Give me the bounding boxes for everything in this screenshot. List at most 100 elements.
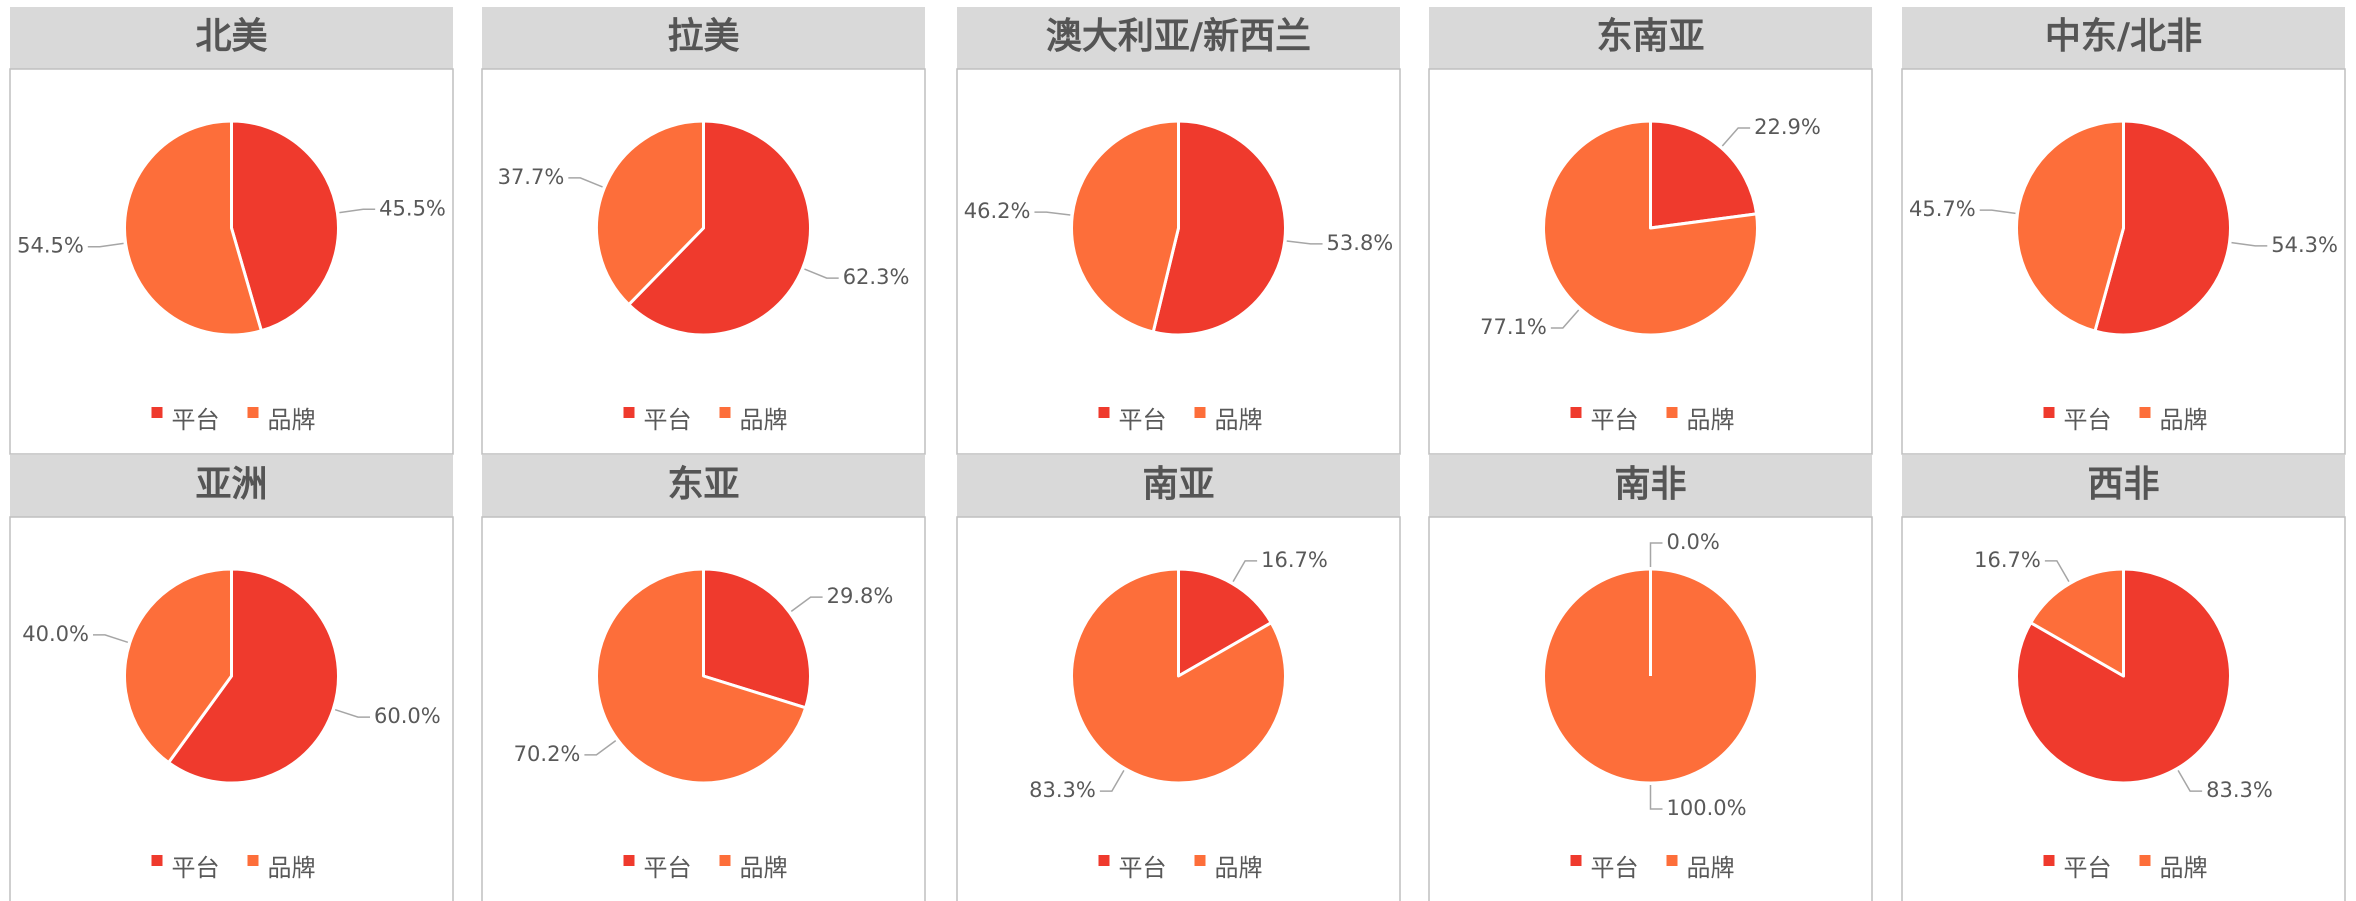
legend-label: 平台	[644, 854, 692, 882]
data-label: 45.5%	[379, 196, 446, 220]
panel-header	[482, 455, 925, 517]
legend-label: 品牌	[740, 854, 788, 882]
data-label: 45.7%	[1909, 197, 1976, 221]
leader-line	[1979, 209, 2016, 215]
pie-slice	[627, 119, 812, 337]
pie-slice	[123, 119, 263, 337]
legend-label: 平台	[172, 854, 220, 882]
leader-line	[1232, 560, 1258, 583]
pie-slice	[702, 567, 812, 710]
panel-header	[1429, 7, 1872, 69]
legend-label: 平台	[644, 406, 692, 434]
legend-swatch	[1666, 855, 1678, 866]
data-label: 54.3%	[2271, 233, 2338, 257]
data-label: 0.0%	[1667, 530, 1720, 554]
panel-title: 北美	[195, 16, 267, 57]
panel-header	[1902, 455, 2345, 517]
leader-line	[1286, 240, 1323, 245]
panel-title: 澳大利亚/新西兰	[1046, 16, 1311, 57]
legend-swatch	[1666, 407, 1678, 418]
legend-label: 平台	[1591, 854, 1639, 882]
legend-label: 品牌	[740, 406, 788, 434]
data-label: 16.7%	[1261, 548, 1328, 572]
leader-line	[568, 177, 603, 188]
data-label: 60.0%	[374, 704, 441, 728]
data-label: 37.7%	[498, 165, 565, 189]
legend-swatch	[247, 407, 259, 418]
pie-slice	[1542, 119, 1759, 337]
legend-swatch	[2139, 407, 2151, 418]
data-label: 100.0%	[1667, 796, 1747, 820]
leader-line	[804, 268, 839, 279]
pie-slice	[1649, 119, 1759, 230]
pie-slice	[123, 567, 233, 765]
legend-swatch	[1570, 407, 1582, 418]
panel-title: 亚洲	[195, 464, 267, 505]
legend-label: 品牌	[268, 854, 316, 882]
legend-label: 平台	[1119, 854, 1167, 882]
legend-swatch	[1098, 855, 1110, 866]
legend-label: 平台	[2064, 854, 2112, 882]
leader-line	[1099, 769, 1125, 792]
legend-swatch	[2043, 407, 2055, 418]
leader-line	[2231, 241, 2268, 247]
leader-line	[790, 596, 823, 612]
panel-header	[1429, 455, 1872, 517]
legend-swatch	[151, 407, 163, 418]
legend-label: 品牌	[1687, 854, 1735, 882]
data-label: 29.8%	[827, 584, 894, 608]
legend-swatch	[1194, 407, 1206, 418]
panel-title: 东亚	[667, 464, 739, 505]
pie-slice	[2093, 119, 2232, 337]
legend-label: 品牌	[2160, 854, 2208, 882]
leader-line	[1034, 211, 1071, 216]
leader-line	[1550, 309, 1580, 329]
leader-line	[339, 208, 376, 214]
data-label: 46.2%	[964, 199, 1031, 223]
panel-header	[1902, 7, 2345, 69]
leader-line	[2044, 560, 2070, 583]
legend-swatch	[151, 855, 163, 866]
legend-swatch	[2139, 855, 2151, 866]
legend-label: 品牌	[1215, 406, 1263, 434]
data-label: 62.3%	[843, 265, 910, 289]
data-label: 83.3%	[2206, 778, 2273, 802]
legend-label: 平台	[2064, 406, 2112, 434]
pie-slice	[167, 567, 340, 785]
pie-slice	[230, 119, 340, 333]
leader-line	[1721, 127, 1751, 147]
panel-header	[482, 7, 925, 69]
leader-line	[2177, 769, 2203, 792]
panel-header	[10, 455, 453, 517]
pie-slice	[595, 119, 705, 307]
data-label: 70.2%	[514, 742, 581, 766]
leader-line	[1649, 785, 1663, 810]
panel-title: 中东/北非	[2045, 16, 2202, 57]
legend-label: 品牌	[1215, 854, 1263, 882]
data-label: 77.1%	[1480, 315, 1547, 339]
data-label: 83.3%	[1029, 778, 1096, 802]
pie-slice	[1177, 567, 1273, 678]
data-label: 53.8%	[1327, 231, 1394, 255]
leader-line	[1649, 542, 1663, 567]
data-label: 22.9%	[1754, 115, 1821, 139]
leader-line	[584, 740, 617, 756]
leader-line	[334, 708, 370, 718]
pie-slice	[1070, 567, 1287, 785]
panel-header	[957, 455, 1400, 517]
legend-label: 平台	[1119, 406, 1167, 434]
panel-header	[10, 7, 453, 69]
legend-swatch	[1194, 855, 1206, 866]
legend-swatch	[1570, 855, 1582, 866]
pie-slice	[595, 567, 808, 785]
pie-slice	[1151, 119, 1287, 337]
panel-title: 南亚	[1142, 464, 1214, 505]
pie-slice	[2029, 567, 2125, 678]
legend-label: 平台	[172, 406, 220, 434]
data-label: 40.0%	[22, 622, 89, 646]
panel-title: 拉美	[667, 16, 739, 57]
legend-swatch	[719, 855, 731, 866]
panel-title: 东南亚	[1596, 16, 1704, 57]
